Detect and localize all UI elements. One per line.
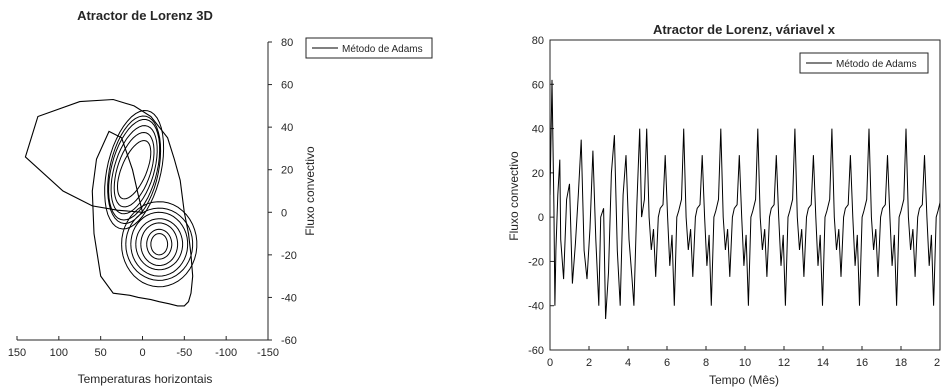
- right-x-tick-label: 6: [664, 357, 670, 369]
- right-x-tick-label: 2: [934, 357, 940, 369]
- left-y-label: Fluxo convectivo: [303, 146, 317, 236]
- right-y-tick-label: 40: [532, 124, 544, 136]
- right-series-line: [550, 79, 940, 320]
- right-legend-label: Método de Adams: [836, 59, 917, 70]
- right-y-tick-label: 20: [532, 168, 544, 180]
- right-y-tick-label: -60: [528, 345, 544, 357]
- left-y-ticks: 80 60 40 20 0 -20 -40 -60: [268, 37, 297, 347]
- left-y-tick-label: 0: [281, 207, 287, 219]
- right-x-tick-label: 0: [547, 357, 553, 369]
- chart-right: Atractor de Lorenz, váriavel x 0 2 4 6 8 10 12…: [507, 22, 941, 387]
- left-x-tick-label: 150: [8, 347, 26, 359]
- right-y-tick-label: 0: [538, 212, 544, 224]
- right-x-tick-label: 12: [778, 357, 790, 369]
- left-x-tick-label: -150: [257, 347, 279, 359]
- left-y-tick-label: -20: [281, 250, 297, 262]
- right-y-ticks: 80 60 40 20 0 -20 -40 -60: [528, 35, 554, 357]
- left-x-tick-label: 100: [50, 347, 68, 359]
- left-x-tick-label: 0: [139, 347, 145, 359]
- left-legend-label: Método de Adams: [342, 44, 423, 55]
- right-legend: Método de Adams: [799, 52, 929, 74]
- right-x-tick-label: 18: [895, 357, 907, 369]
- left-x-tick-label: -50: [176, 347, 192, 359]
- right-x-tick-label: 14: [817, 357, 829, 369]
- left-y-tick-label: 40: [281, 122, 293, 134]
- left-y-tick-label: 80: [281, 37, 293, 49]
- left-x-label: Temperaturas horizontais: [78, 372, 213, 386]
- left-y-tick-label: 20: [281, 165, 293, 177]
- left-y-tick-label: 60: [281, 80, 293, 92]
- right-y-tick-label: 80: [532, 35, 544, 47]
- right-x-ticks: 0 2 4 6 8 10 12 14 16 18 2: [547, 346, 941, 369]
- left-x-ticks: 150 100 50 0 -50 -100 -150: [8, 336, 279, 359]
- right-x-tick-label: 4: [625, 357, 631, 369]
- left-x-tick-label: -100: [215, 347, 237, 359]
- left-x-tick-label: 50: [95, 347, 107, 359]
- right-y-tick-label: 60: [532, 79, 544, 91]
- left-y-tick-label: -40: [281, 292, 297, 304]
- left-legend-box: [305, 37, 433, 59]
- chart-left: Atractor de Lorenz 3D 150 100 50 0 -50 -100 -1…: [8, 8, 433, 386]
- right-y-label: Fluxo convectivo: [507, 151, 521, 241]
- right-x-label: Tempo (Mês): [709, 373, 779, 387]
- right-x-tick-label: 8: [703, 357, 709, 369]
- right-y-tick-label: -40: [528, 301, 544, 313]
- right-legend-box: [799, 52, 929, 74]
- left-title: Atractor de Lorenz 3D: [77, 8, 213, 23]
- right-title: Atractor de Lorenz, váriavel x: [653, 22, 836, 37]
- left-y-tick-label: -60: [281, 335, 297, 347]
- right-x-tick-label: 2: [586, 357, 592, 369]
- left-series-loops: [104, 109, 198, 288]
- right-x-tick-label: 16: [856, 357, 868, 369]
- right-y-tick-label: -20: [528, 256, 544, 268]
- right-x-tick-label: 10: [739, 357, 751, 369]
- left-series-line: [24, 98, 194, 307]
- right-plot-box: [549, 39, 941, 351]
- left-legend: Método de Adams: [305, 37, 433, 59]
